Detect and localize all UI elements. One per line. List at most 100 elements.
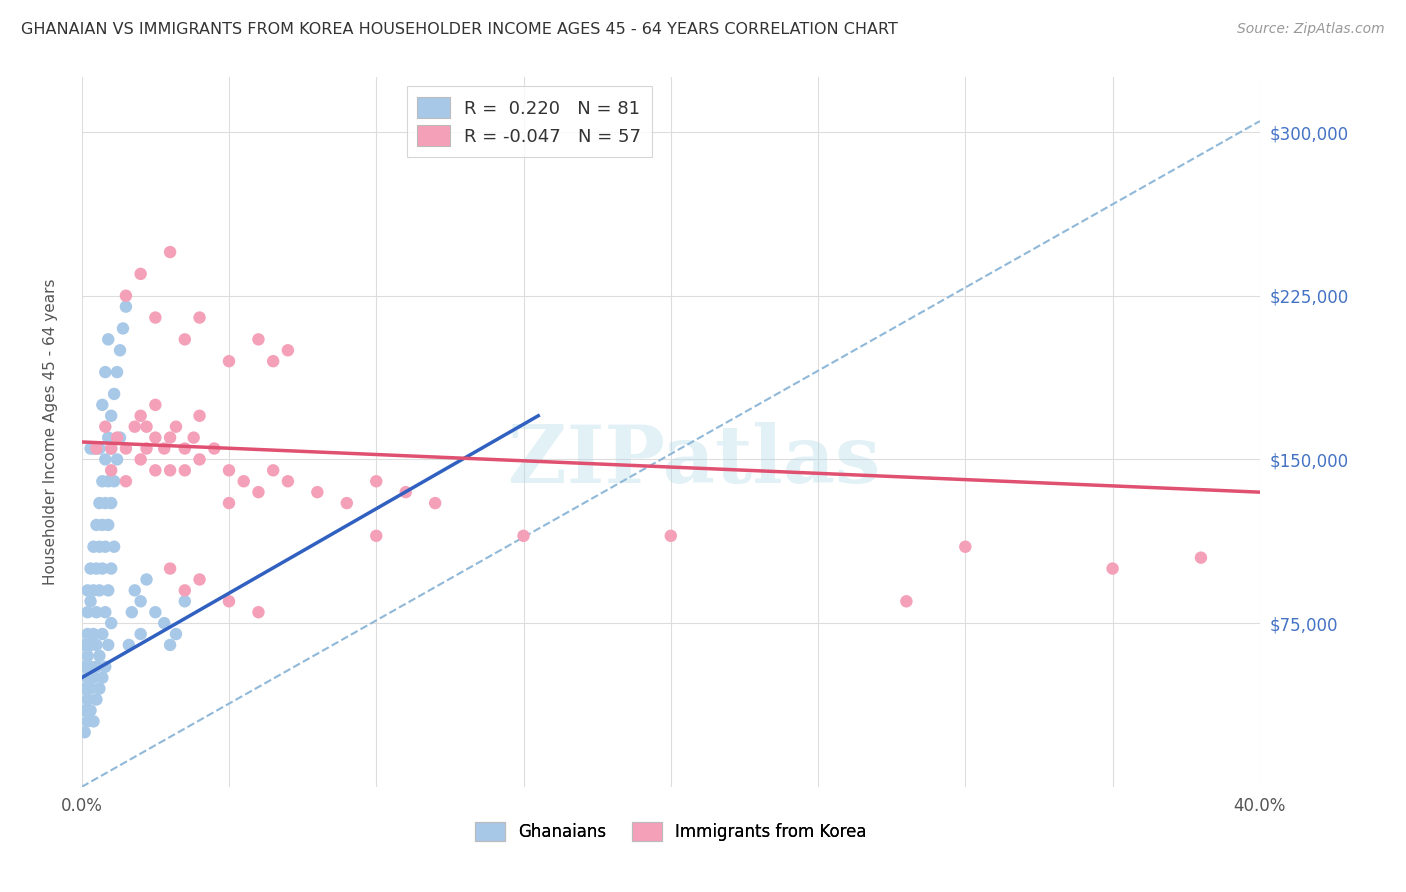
Point bbox=[97, 638, 120, 652]
Point bbox=[105, 452, 128, 467]
Point bbox=[165, 627, 187, 641]
Point bbox=[97, 475, 120, 489]
Point bbox=[115, 300, 138, 314]
Point bbox=[247, 485, 270, 500]
Point bbox=[218, 354, 240, 368]
Point bbox=[100, 442, 122, 456]
Point bbox=[73, 638, 96, 652]
Point bbox=[86, 442, 108, 456]
Point bbox=[159, 431, 181, 445]
Point bbox=[100, 463, 122, 477]
Point bbox=[94, 419, 117, 434]
Point bbox=[83, 671, 105, 685]
Point bbox=[91, 671, 114, 685]
Point bbox=[129, 627, 152, 641]
Point bbox=[76, 648, 98, 663]
Point bbox=[79, 442, 101, 456]
Point bbox=[91, 475, 114, 489]
Point bbox=[129, 452, 152, 467]
Point bbox=[153, 442, 176, 456]
Point bbox=[76, 692, 98, 706]
Point bbox=[83, 627, 105, 641]
Point bbox=[83, 714, 105, 729]
Point bbox=[277, 343, 299, 358]
Point bbox=[159, 245, 181, 260]
Point bbox=[105, 431, 128, 445]
Point bbox=[103, 475, 125, 489]
Point bbox=[89, 583, 111, 598]
Point bbox=[89, 648, 111, 663]
Point bbox=[94, 452, 117, 467]
Point bbox=[218, 496, 240, 510]
Point bbox=[145, 398, 167, 412]
Point bbox=[100, 496, 122, 510]
Point bbox=[97, 431, 120, 445]
Point bbox=[89, 540, 111, 554]
Point bbox=[91, 517, 114, 532]
Point bbox=[336, 496, 359, 510]
Point bbox=[145, 431, 167, 445]
Point bbox=[91, 398, 114, 412]
Point bbox=[218, 594, 240, 608]
Point bbox=[262, 463, 284, 477]
Y-axis label: Householder Income Ages 45 - 64 years: Householder Income Ages 45 - 64 years bbox=[44, 279, 58, 585]
Point bbox=[97, 583, 120, 598]
Point bbox=[111, 321, 134, 335]
Point bbox=[165, 419, 187, 434]
Point bbox=[73, 681, 96, 696]
Point bbox=[97, 517, 120, 532]
Point bbox=[100, 442, 122, 456]
Point bbox=[100, 616, 122, 631]
Point bbox=[86, 517, 108, 532]
Point bbox=[91, 561, 114, 575]
Point bbox=[86, 442, 108, 456]
Point bbox=[425, 496, 447, 510]
Point bbox=[108, 343, 131, 358]
Point bbox=[76, 605, 98, 619]
Point bbox=[79, 638, 101, 652]
Point bbox=[89, 442, 111, 456]
Point bbox=[83, 540, 105, 554]
Point bbox=[121, 605, 143, 619]
Point bbox=[202, 442, 225, 456]
Point bbox=[188, 573, 211, 587]
Point bbox=[135, 573, 157, 587]
Point bbox=[103, 387, 125, 401]
Point bbox=[395, 485, 418, 500]
Point bbox=[135, 419, 157, 434]
Point bbox=[247, 332, 270, 346]
Point bbox=[76, 627, 98, 641]
Point bbox=[94, 605, 117, 619]
Point bbox=[188, 409, 211, 423]
Point bbox=[159, 561, 181, 575]
Point bbox=[1189, 550, 1212, 565]
Point bbox=[307, 485, 329, 500]
Point bbox=[89, 496, 111, 510]
Point bbox=[183, 431, 205, 445]
Point bbox=[91, 627, 114, 641]
Point bbox=[277, 475, 299, 489]
Point bbox=[173, 463, 195, 477]
Point bbox=[145, 463, 167, 477]
Point bbox=[94, 540, 117, 554]
Point bbox=[94, 365, 117, 379]
Point bbox=[86, 692, 108, 706]
Point bbox=[73, 703, 96, 717]
Point bbox=[79, 594, 101, 608]
Point bbox=[145, 310, 167, 325]
Point bbox=[262, 354, 284, 368]
Point bbox=[83, 583, 105, 598]
Point bbox=[159, 638, 181, 652]
Point bbox=[89, 681, 111, 696]
Point bbox=[1101, 561, 1123, 575]
Point bbox=[79, 561, 101, 575]
Point bbox=[79, 660, 101, 674]
Point bbox=[124, 583, 146, 598]
Point bbox=[173, 332, 195, 346]
Point bbox=[115, 289, 138, 303]
Point bbox=[115, 442, 138, 456]
Point bbox=[135, 442, 157, 456]
Text: GHANAIAN VS IMMIGRANTS FROM KOREA HOUSEHOLDER INCOME AGES 45 - 64 YEARS CORRELAT: GHANAIAN VS IMMIGRANTS FROM KOREA HOUSEH… bbox=[21, 22, 898, 37]
Point bbox=[76, 714, 98, 729]
Legend: Ghanaians, Immigrants from Korea: Ghanaians, Immigrants from Korea bbox=[467, 814, 875, 849]
